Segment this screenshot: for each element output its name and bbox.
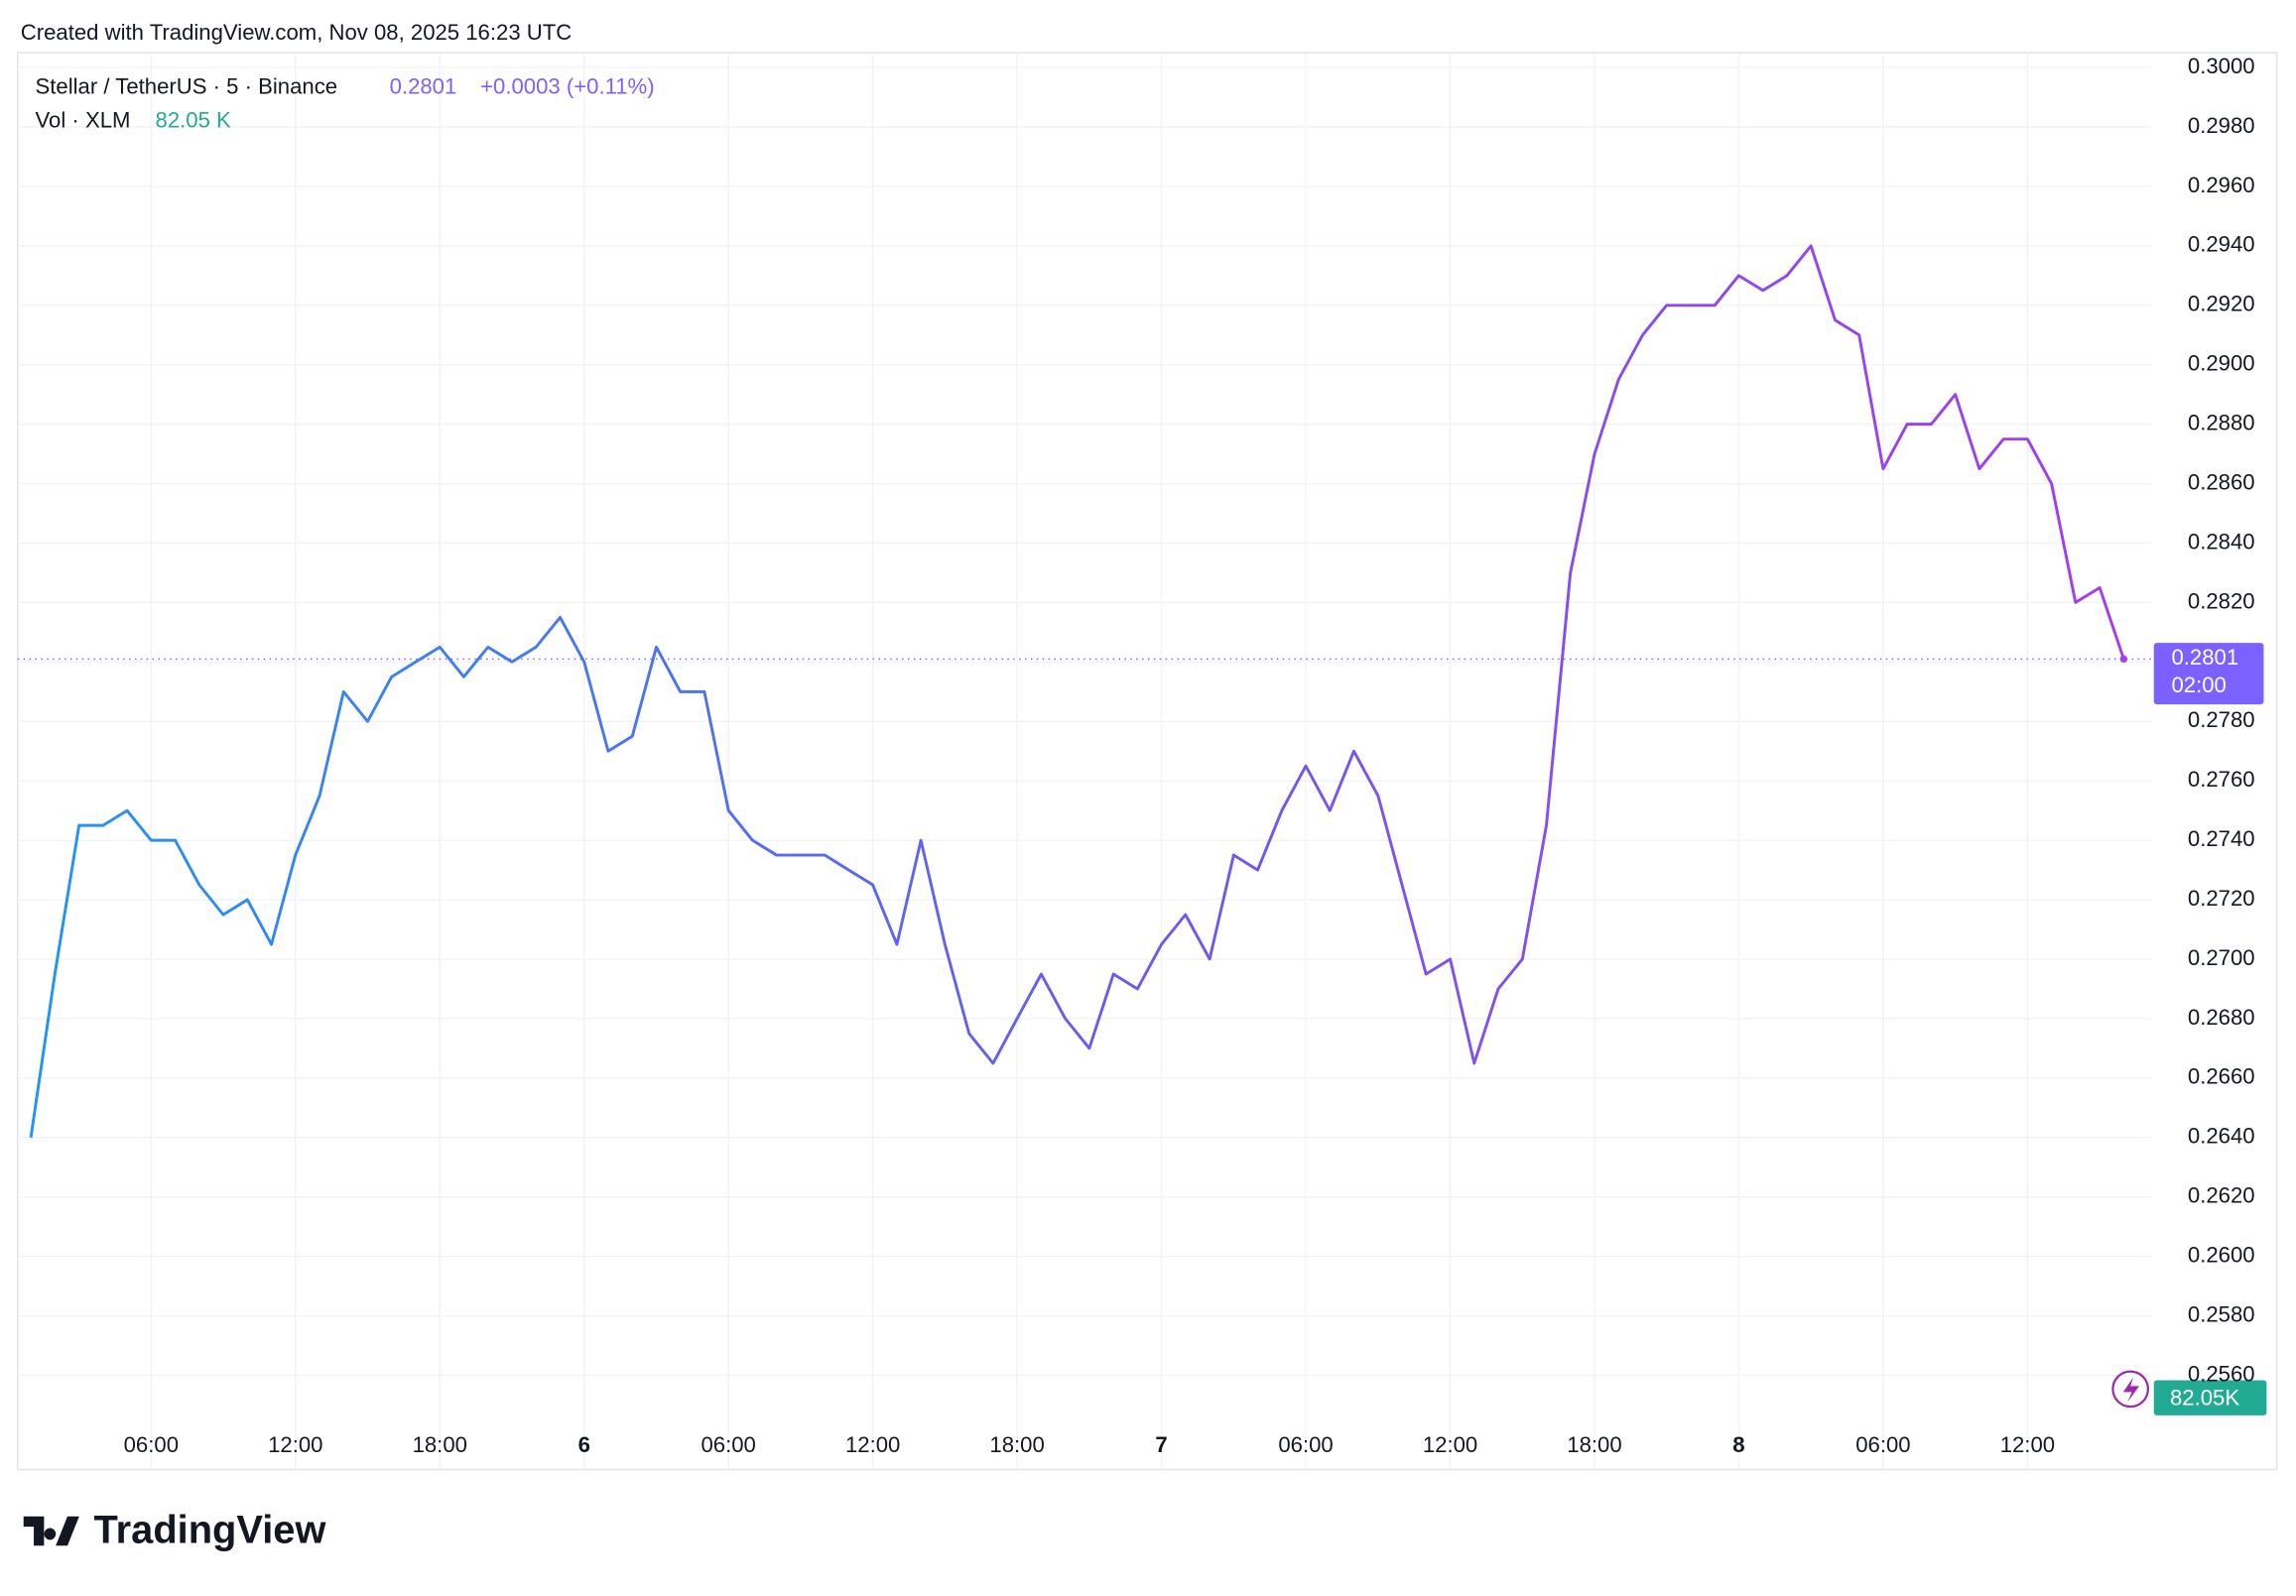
price-line	[29, 244, 2125, 1139]
x-tick-label: 6	[578, 1432, 590, 1457]
grid	[17, 53, 2151, 1470]
x-tick-label: 06:00	[1278, 1432, 1333, 1457]
x-tick-label: 18:00	[1567, 1432, 1621, 1457]
y-tick-label: 0.2940	[2188, 232, 2255, 257]
last-point	[2119, 655, 2128, 664]
y-tick-label: 0.2820	[2188, 588, 2255, 613]
y-tick-label: 0.2640	[2188, 1124, 2255, 1149]
volume-label: Vol · XLM	[36, 107, 131, 132]
y-tick-label: 0.2880	[2188, 410, 2255, 434]
logo: TradingView	[23, 1509, 327, 1552]
volume-value: 82.05 K	[156, 107, 232, 132]
y-tick-label: 0.2680	[2188, 1005, 2255, 1030]
y-tick-label: 0.2980	[2188, 113, 2255, 138]
y-tick-label: 0.3000	[2188, 54, 2255, 78]
created-note: Created with TradingView.com, Nov 08, 20…	[21, 20, 572, 45]
volume-badge	[2153, 1380, 2267, 1415]
y-tick-label: 0.2720	[2188, 886, 2255, 911]
price-change: +0.0003 (+0.11%)	[480, 73, 655, 98]
y-tick-label: 0.2900	[2188, 351, 2255, 376]
y-tick-label: 0.2920	[2188, 292, 2255, 316]
price-badge-time: 02:00	[2171, 673, 2226, 697]
y-tick-label: 0.2860	[2188, 469, 2255, 494]
y-tick-label: 0.2840	[2188, 529, 2255, 553]
x-tick-label: 12:00	[845, 1432, 900, 1457]
y-tick-label: 0.2620	[2188, 1183, 2255, 1208]
x-tick-label: 18:00	[413, 1432, 467, 1457]
x-tick-label: 12:00	[1423, 1432, 1477, 1457]
y-tick-label: 0.2580	[2188, 1301, 2255, 1326]
y-tick-label: 0.2660	[2188, 1064, 2255, 1089]
y-tick-label: 0.2600	[2188, 1242, 2255, 1267]
lightning-glyph	[2122, 1377, 2139, 1403]
x-tick-label: 12:00	[2000, 1432, 2055, 1457]
x-tick-label: 06:00	[124, 1432, 179, 1457]
x-tick-label: 7	[1155, 1432, 1167, 1457]
y-tick-label: 0.2780	[2188, 707, 2255, 732]
chart-frame	[17, 52, 2278, 1471]
y-tick-label: 0.2760	[2188, 767, 2255, 792]
y-tick-label: 0.2560	[2188, 1361, 2255, 1386]
price-badge	[2153, 643, 2264, 705]
x-tick-label: 18:00	[989, 1432, 1044, 1457]
y-tick-label: 0.2960	[2188, 173, 2255, 197]
price: 0.2801	[390, 73, 457, 98]
logo-mark	[23, 1516, 79, 1546]
x-tick-label: 06:00	[1855, 1432, 1910, 1457]
symbol: Stellar / TetherUS · 5 · Binance	[36, 73, 338, 98]
y-tick-label: 0.2700	[2188, 945, 2255, 970]
volume-badge-text: 82.05K	[2170, 1386, 2239, 1411]
y-tick-label: 0.2740	[2188, 826, 2255, 851]
x-tick-label: 8	[1732, 1432, 1744, 1457]
x-tick-label: 12:00	[268, 1432, 322, 1457]
logo-text: TradingView	[94, 1509, 327, 1552]
x-tick-label: 06:00	[702, 1432, 756, 1457]
price-badge-text: 0.2801	[2171, 645, 2238, 670]
